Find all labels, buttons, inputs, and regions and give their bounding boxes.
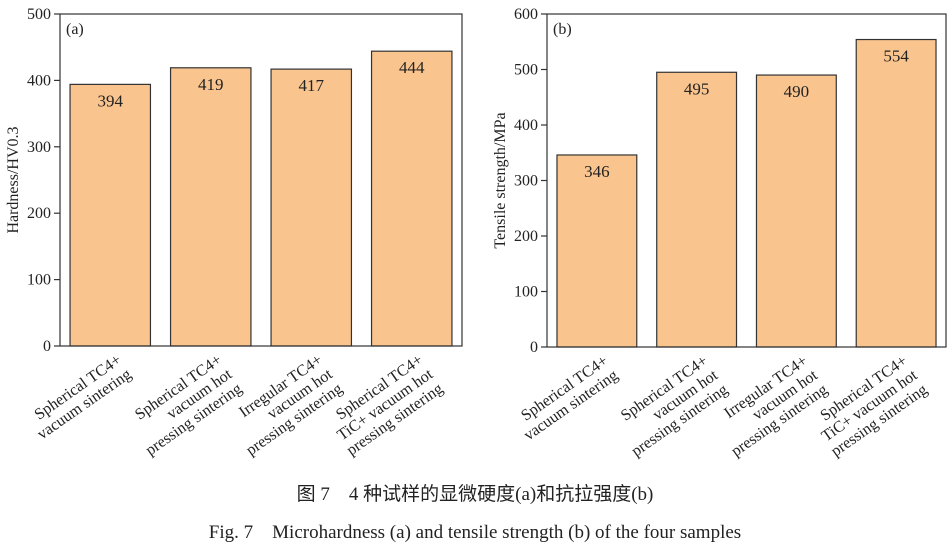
value-label: 490 — [784, 82, 810, 101]
y-tick-label: 100 — [514, 284, 538, 301]
y-tick-label: 0 — [530, 339, 538, 356]
x-tick-label: Spherical TC4+vacuum hotpressing sinteri… — [122, 351, 245, 459]
bar — [270, 68, 353, 347]
value-label: 554 — [883, 47, 909, 66]
y-tick-label: 500 — [514, 62, 538, 79]
value-label: 394 — [98, 91, 124, 110]
x-tick-label-group: Irregular TC4+vacuum hotpressing sinteri… — [708, 352, 831, 460]
y-tick-label: 200 — [514, 228, 538, 245]
bar — [556, 154, 638, 348]
bar — [370, 50, 453, 347]
y-tick-label: 100 — [27, 272, 51, 289]
y-tick-label: 400 — [27, 72, 51, 89]
plot-frame — [546, 13, 947, 348]
bar — [656, 71, 738, 348]
plot-frame — [59, 13, 463, 347]
y-tick-label: 0 — [43, 338, 51, 355]
y-tick-label: 300 — [514, 173, 538, 190]
y-tick-label: 300 — [27, 139, 51, 156]
y-tick-label: 400 — [514, 117, 538, 134]
x-tick-label: Irregular TC4+vacuum hotpressing sinteri… — [708, 352, 831, 460]
x-tick-label-group: Spherical TC4+vacuum sintering — [24, 351, 135, 443]
bar — [855, 38, 937, 348]
x-tick-label-group: Spherical TC4+TiC+ vacuum hotpressing si… — [808, 352, 931, 460]
x-tick-label: Spherical TC4+vacuum hotpressing sinteri… — [608, 352, 731, 460]
bar — [755, 74, 837, 348]
caption-zh: 图 7 4 种试样的显微硬度(a)和抗拉强度(b) — [297, 483, 654, 505]
x-tick-label-group: Spherical TC4+TiC+ vacuum hotpressing si… — [323, 351, 446, 459]
x-tick-label-group: Spherical TC4+vacuum hotpressing sinteri… — [608, 352, 731, 460]
bar — [169, 67, 252, 347]
caption-en: Fig. 7 Microhardness (a) and tensile str… — [209, 522, 741, 543]
x-tick-label: Irregular TC4+vacuum hotpressing sinteri… — [223, 351, 346, 459]
y-axis-label: Hardness/HV0.3 — [5, 126, 22, 233]
panel-label: (b) — [553, 21, 572, 38]
value-label: 346 — [584, 162, 610, 181]
value-label: 444 — [399, 58, 425, 77]
y-tick-label: 600 — [514, 6, 538, 23]
panel-label: (a) — [66, 21, 84, 38]
y-tick-label: 500 — [27, 6, 51, 23]
x-tick-label: Spherical TC4+vacuum sintering — [24, 351, 134, 443]
y-tick-label: 200 — [27, 205, 51, 222]
x-tick-label-group: Irregular TC4+vacuum hotpressing sinteri… — [223, 351, 346, 459]
value-label: 417 — [299, 76, 325, 95]
y-axis-label: Tensile strength/MPa — [492, 112, 509, 248]
chart-panel: 346 Spherical TC4+vacuum sintering 495 Sphe… — [492, 6, 947, 460]
x-tick-label: Spherical TC4+TiC+ vacuum hotpressing si… — [323, 351, 446, 459]
x-tick-label: Spherical TC4+vacuum sintering — [511, 352, 621, 444]
bar — [69, 83, 152, 347]
x-tick-label-group: Spherical TC4+vacuum hotpressing sinteri… — [122, 351, 245, 459]
chart-panel: 394 Spherical TC4+vacuum sintering 419 Sphe… — [5, 6, 463, 459]
value-label: 419 — [198, 75, 224, 94]
value-label: 495 — [684, 79, 710, 98]
x-tick-label: Spherical TC4+TiC+ vacuum hotpressing si… — [808, 352, 931, 460]
x-tick-label-group: Spherical TC4+vacuum sintering — [511, 352, 621, 444]
